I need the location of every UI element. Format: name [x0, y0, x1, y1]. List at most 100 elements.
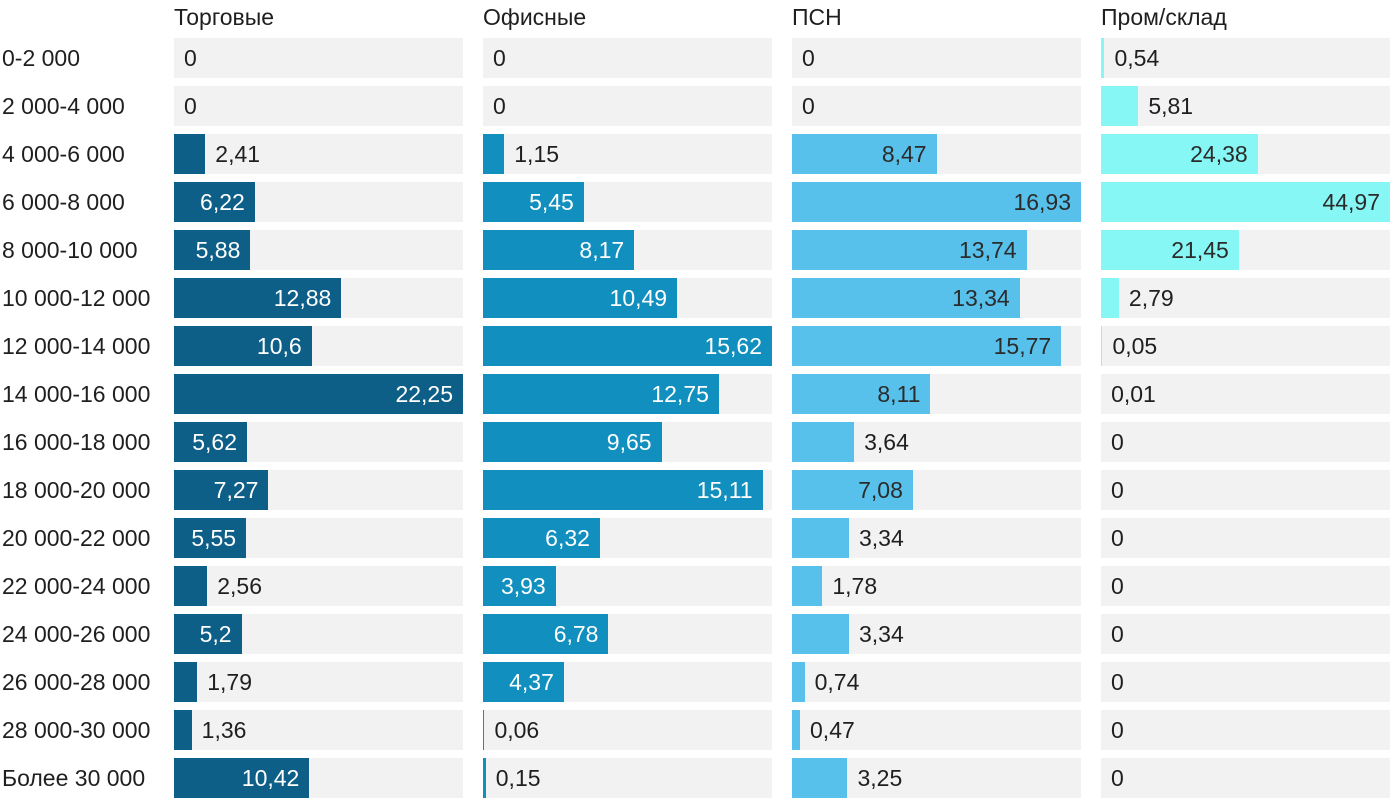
- bar-value-label: 0: [184, 45, 197, 71]
- bar-track: 0,01: [1101, 374, 1390, 414]
- row-label: 6 000-8 000: [2, 189, 125, 215]
- bar-track: 2,41: [174, 134, 463, 174]
- bar-value-label: 3,93: [500, 573, 546, 599]
- bar-track: 1,79: [174, 662, 463, 702]
- bar-value-label: 1,79: [207, 669, 252, 695]
- bar: [483, 374, 719, 414]
- bar-track: 0: [483, 38, 772, 78]
- bar-track: 5,88: [174, 230, 463, 270]
- bar: [792, 518, 849, 558]
- bar-track: 2,56: [174, 566, 463, 606]
- bar-track: 8,17: [483, 230, 772, 270]
- bar: [1101, 230, 1239, 270]
- bar-value-label: 0: [184, 93, 197, 119]
- bar-value-label: 0: [1111, 429, 1124, 455]
- bar-track: 7,08: [792, 470, 1081, 510]
- table-row: 10 000-12 000 12,88 10,49 13,34 2,79: [2, 278, 1390, 318]
- bar-track: 3,64: [792, 422, 1081, 462]
- bar-track: 6,78: [483, 614, 772, 654]
- bar-track: 5,2: [174, 614, 463, 654]
- row-label: 8 000-10 000: [2, 237, 138, 263]
- bar-value-label: 10,42: [241, 765, 300, 791]
- bar-value-label: 0,01: [1111, 381, 1156, 407]
- row-label: 16 000-18 000: [2, 429, 151, 455]
- bar: [174, 758, 310, 798]
- bar: [792, 230, 1027, 270]
- bar-value-label: 5,81: [1148, 93, 1194, 119]
- bar: [1101, 182, 1390, 222]
- bar: [174, 326, 312, 366]
- bar-track: 12,75: [483, 374, 772, 414]
- bar-track: 0: [792, 38, 1081, 78]
- bar-value-label: 0: [1111, 477, 1124, 503]
- bar: [483, 470, 763, 510]
- bar: [792, 134, 937, 174]
- bar-value-label: 0: [802, 45, 815, 71]
- bar-track: 0,47: [792, 710, 1081, 750]
- bar-track: 13,34: [792, 278, 1081, 318]
- bar: [174, 470, 269, 510]
- bar-value-label: 0: [1111, 717, 1124, 743]
- bar-track: 15,62: [483, 326, 772, 366]
- bar-value-label: 7,27: [213, 477, 259, 503]
- bar-value-label: 13,34: [952, 285, 1010, 311]
- bar-value-label: 8,17: [579, 237, 625, 263]
- bar: [174, 518, 247, 558]
- bar-value-label: 9,65: [606, 429, 652, 455]
- bar-value-label: 1,36: [201, 717, 247, 743]
- column-header-ofisnye: Офисные: [483, 4, 587, 30]
- row-label: 14 000-16 000: [2, 381, 151, 407]
- bar: [1101, 86, 1139, 126]
- bar: [174, 566, 208, 606]
- row-label: Более 30 000: [2, 765, 146, 791]
- bar-value-label: 3,34: [859, 525, 904, 551]
- bar-value-label: 2,79: [1128, 285, 1174, 311]
- bar: [483, 518, 600, 558]
- bar: [174, 422, 247, 462]
- row-label: 26 000-28 000: [2, 669, 151, 695]
- bar: [174, 614, 242, 654]
- bar-value-label: 0: [1111, 765, 1124, 791]
- bar-track: 3,25: [792, 758, 1081, 798]
- row-label: 22 000-24 000: [2, 573, 151, 599]
- bar-track: 8,11: [792, 374, 1081, 414]
- bar: [483, 230, 635, 270]
- bar-track: 16,93: [792, 182, 1081, 222]
- bar: [174, 374, 463, 414]
- bar: [792, 470, 913, 510]
- bar-value-label: 15,77: [993, 333, 1052, 359]
- bar-value-label: 0,54: [1114, 45, 1160, 71]
- bar-track: 0,54: [1101, 38, 1390, 78]
- bar-value-label: 0: [802, 93, 815, 119]
- bar-value-label: 0,05: [1112, 333, 1158, 359]
- bar-track: 3,93: [483, 566, 772, 606]
- row-label: 0-2 000: [2, 45, 81, 71]
- bar-track: 44,97: [1101, 182, 1390, 222]
- bar-value-label: 5,88: [195, 237, 241, 263]
- bar-value-label: 15,11: [696, 477, 753, 503]
- table-row: 18 000-20 000 7,27 15,11 7,08 0: [2, 470, 1390, 510]
- bar: [792, 710, 801, 750]
- bar-value-label: 7,08: [858, 477, 903, 503]
- bar-track: 3,34: [792, 614, 1081, 654]
- bar-track: 1,36: [174, 710, 463, 750]
- bar-track: 10,49: [483, 278, 772, 318]
- table-row: 6 000-8 000 6,22 5,45 16,93 44,97: [2, 182, 1390, 222]
- bar-track: 24,38: [1101, 134, 1390, 174]
- bar-value-label: 8,11: [877, 381, 921, 407]
- bar-track: 6,32: [483, 518, 772, 558]
- bar-track: 0: [174, 86, 463, 126]
- table-row: 16 000-18 000 5,62 9,65 3,64 0: [2, 422, 1390, 462]
- bar: [792, 182, 1081, 222]
- bar-value-label: 0: [1111, 669, 1124, 695]
- bar-track: 0: [1101, 422, 1390, 462]
- table-row: 12 000-14 000 10,6 15,62 15,77 0,05: [2, 326, 1390, 366]
- table-row: 26 000-28 000 1,79 4,37 0,74 0: [2, 662, 1390, 702]
- bar: [483, 422, 662, 462]
- table-row: Более 30 000 10,42 0,15 3,25 0: [2, 758, 1390, 798]
- bar-value-label: 22,25: [395, 381, 453, 407]
- bar-value-label: 3,25: [857, 765, 903, 791]
- bar: [792, 374, 931, 414]
- bar-track: 0: [1101, 566, 1390, 606]
- bar-value-label: 1,15: [514, 141, 560, 167]
